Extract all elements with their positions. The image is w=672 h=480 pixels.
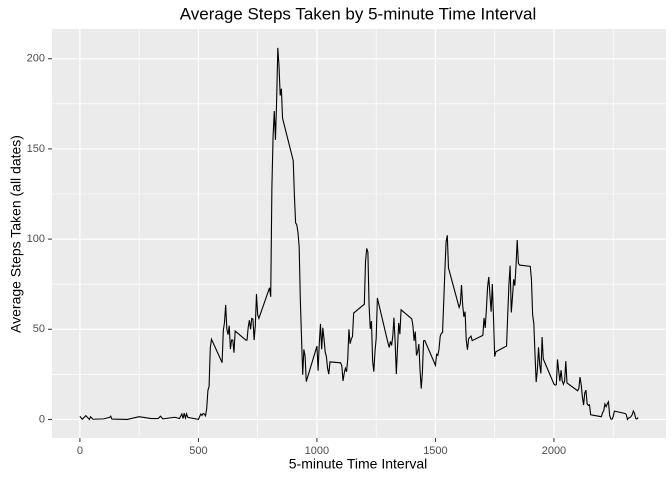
x-tick-label: 500 [189, 445, 207, 457]
x-tick-label: 1500 [423, 445, 447, 457]
x-tick-label: 2000 [542, 445, 566, 457]
x-tick-label: 1000 [305, 445, 329, 457]
y-tick-label: 150 [27, 143, 45, 155]
y-tick-label: 0 [39, 413, 45, 425]
x-tick-label: 0 [77, 445, 83, 457]
x-axis-title: 5-minute Time Interval [289, 456, 428, 472]
plot-panel [52, 29, 666, 438]
y-tick-label: 50 [33, 323, 45, 335]
y-axis-title: Average Steps Taken (all dates) [8, 135, 24, 333]
chart-title: Average Steps Taken by 5-minute Time Int… [180, 4, 537, 23]
y-tick-label: 200 [27, 53, 45, 65]
y-tick-label: 100 [27, 233, 45, 245]
line [79, 47, 639, 421]
